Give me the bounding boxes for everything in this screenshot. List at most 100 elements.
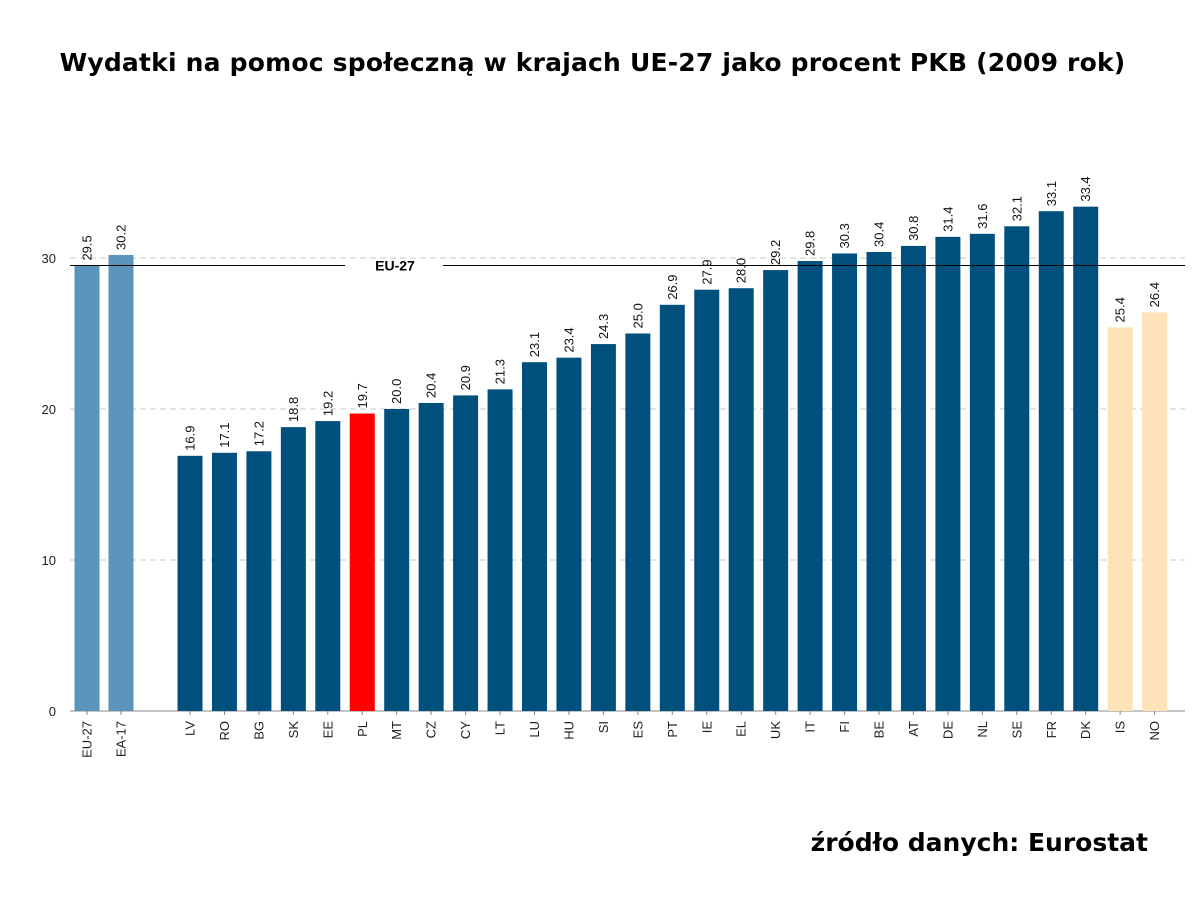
value-label-eu-27: 29.5 <box>80 235 95 260</box>
bar-no <box>1142 312 1168 711</box>
value-label-lt: 21.3 <box>493 359 508 384</box>
value-label-lu: 23.1 <box>527 332 542 357</box>
category-label-lu: LU <box>527 721 542 738</box>
value-label-mt: 20.0 <box>389 379 404 404</box>
y-tick-label-0: 0 <box>49 704 56 719</box>
value-label-ie: 27.9 <box>699 259 714 284</box>
category-label-mt: MT <box>389 721 404 740</box>
bar-at <box>900 245 926 712</box>
bar-fr <box>1038 211 1064 711</box>
bar-pt <box>659 304 685 711</box>
bar-pl <box>349 413 375 711</box>
category-label-it: IT <box>803 721 818 733</box>
value-labels: 29.5 30.2 16.9 17.1 17.2 18.8 19.2 19.7 20.0 20.4… <box>80 176 1163 450</box>
category-label-ea-17: EA-17 <box>114 721 129 757</box>
category-label-hu: HU <box>561 721 576 740</box>
value-label-ro: 17.1 <box>217 422 232 447</box>
value-label-de: 31.4 <box>940 207 955 232</box>
category-label-sk: SK <box>286 721 301 739</box>
category-label-se: SE <box>1009 721 1024 739</box>
value-label-ee: 19.2 <box>320 391 335 416</box>
bars <box>74 206 1168 712</box>
bar-lu <box>522 362 547 711</box>
value-label-sk: 18.8 <box>286 397 301 422</box>
category-label-eu-27: EU-27 <box>80 721 95 758</box>
category-label-lv: LV <box>183 721 198 736</box>
category-label-cz: CZ <box>424 721 439 738</box>
category-label-at: AT <box>906 721 921 737</box>
reference-line-group: EU-27 <box>70 258 1185 274</box>
bar-is <box>1107 327 1133 711</box>
reference-line-label: EU-27 <box>375 258 415 274</box>
value-label-is: 25.4 <box>1113 297 1128 322</box>
value-label-hu: 23.4 <box>561 327 576 352</box>
bar-es <box>625 333 651 711</box>
bar-uk <box>763 270 789 711</box>
category-labels: EU-27 EA-17 LV RO BG SK EE PL MT CZ CY LT LU HU SI ES PT… <box>80 711 1162 758</box>
category-label-ee: EE <box>320 721 335 739</box>
bar-it <box>797 261 823 711</box>
bar-lt <box>487 389 513 711</box>
category-label-cy: CY <box>458 721 473 739</box>
bar-eu-27 <box>74 265 100 711</box>
value-label-se: 32.1 <box>1009 196 1024 221</box>
value-label-pt: 26.9 <box>665 274 680 299</box>
bar-si <box>590 344 616 711</box>
bar-bg <box>246 451 272 711</box>
category-label-uk: UK <box>768 721 783 739</box>
category-label-bg: BG <box>251 721 266 740</box>
value-label-at: 30.8 <box>906 216 921 241</box>
category-label-dk: DK <box>1078 721 1093 739</box>
category-label-fr: FR <box>1044 721 1059 738</box>
bar-fi <box>832 253 858 711</box>
bar-sk <box>280 427 306 711</box>
bar-ea-17 <box>108 254 134 712</box>
category-label-pl: PL <box>355 721 370 737</box>
value-label-cz: 20.4 <box>424 373 439 398</box>
value-label-be: 30.4 <box>872 222 887 247</box>
value-label-el: 28.0 <box>734 258 749 283</box>
bar-dk <box>1073 206 1099 711</box>
bar-se <box>1004 226 1030 712</box>
value-label-cy: 20.9 <box>458 365 473 390</box>
bar-lv <box>177 455 203 711</box>
category-label-si: SI <box>596 721 611 733</box>
category-label-is: IS <box>1113 721 1128 734</box>
bar-cz <box>418 402 444 711</box>
value-label-lv: 16.9 <box>183 425 198 450</box>
value-label-uk: 29.2 <box>768 240 783 265</box>
value-label-nl: 31.6 <box>975 204 990 229</box>
category-label-de: DE <box>940 721 955 739</box>
bar-nl <box>969 233 995 711</box>
value-label-dk: 33.4 <box>1078 176 1093 201</box>
bar-ee <box>315 421 341 711</box>
category-label-fi: FI <box>837 721 852 733</box>
bar-ie <box>694 289 720 711</box>
y-tick-label-30: 30 <box>42 251 56 266</box>
value-label-si: 24.3 <box>596 314 611 339</box>
value-label-fi: 30.3 <box>837 223 852 248</box>
value-label-it: 29.8 <box>803 231 818 256</box>
bar-mt <box>384 409 410 711</box>
bar-de <box>935 236 961 712</box>
bar-be <box>866 251 892 711</box>
y-tick-label-10: 10 <box>42 553 56 568</box>
value-label-fr: 33.1 <box>1044 181 1059 206</box>
value-label-es: 25.0 <box>630 303 645 328</box>
category-label-pt: PT <box>665 721 680 738</box>
value-label-ea-17: 30.2 <box>114 225 129 250</box>
category-label-nl: NL <box>975 721 990 738</box>
category-label-lt: LT <box>493 721 508 735</box>
bar-el <box>728 288 754 711</box>
chart-title: Wydatki na pomoc społeczną w krajach UE-… <box>59 48 1126 77</box>
category-label-el: EL <box>734 721 749 737</box>
value-label-no: 26.4 <box>1147 282 1162 307</box>
value-label-pl: 19.7 <box>355 383 370 408</box>
bar-cy <box>453 395 479 711</box>
value-label-bg: 17.2 <box>251 421 266 446</box>
category-label-ie: IE <box>699 721 714 734</box>
bar-ro <box>211 452 237 711</box>
category-label-no: NO <box>1147 721 1162 741</box>
y-tick-label-20: 20 <box>42 402 56 417</box>
